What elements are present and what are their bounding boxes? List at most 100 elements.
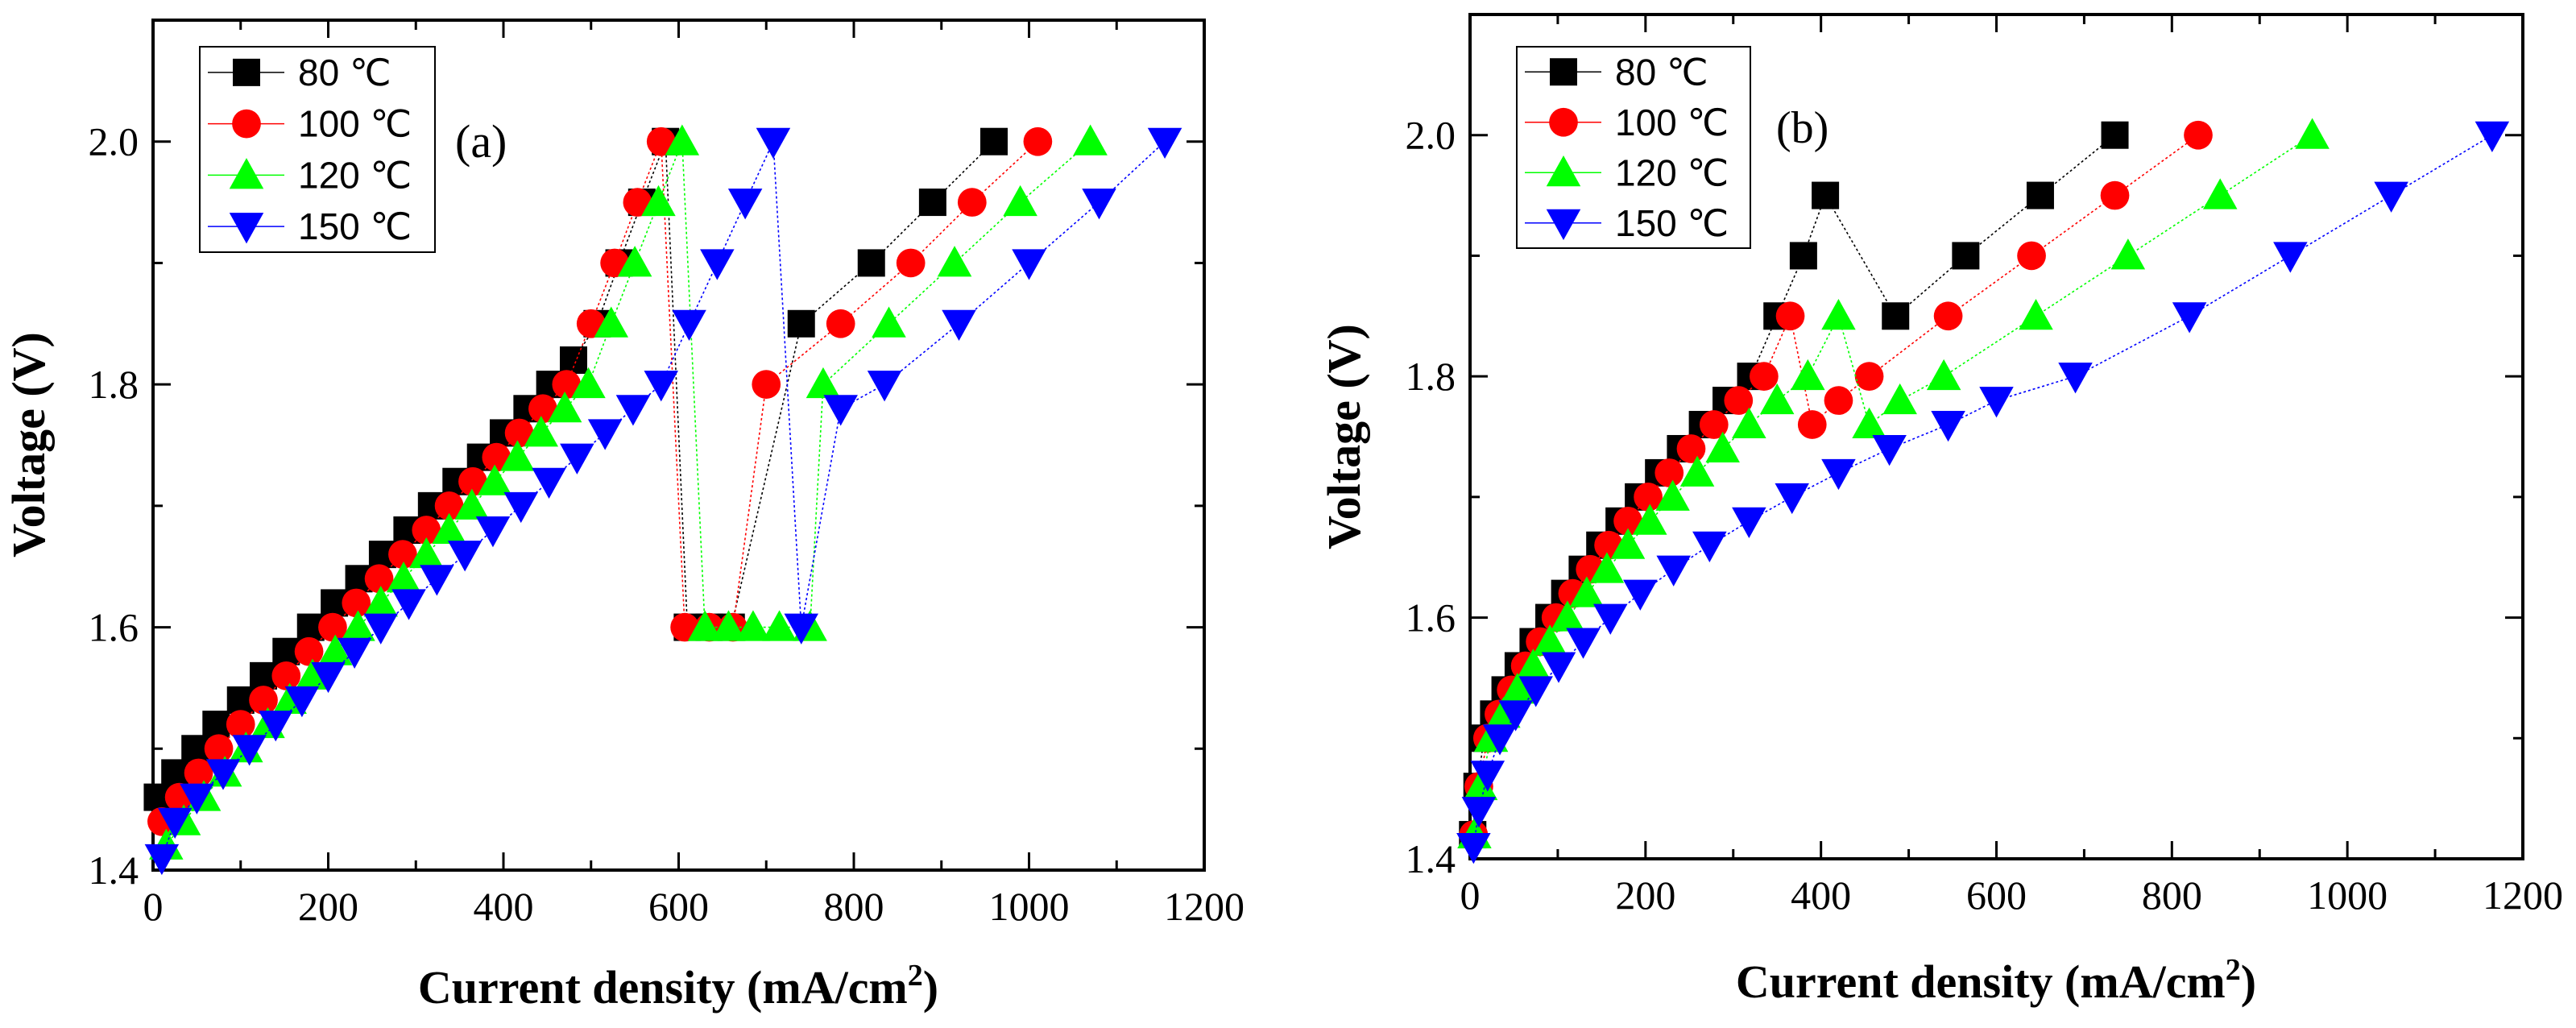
data-point (857, 249, 885, 277)
data-point (532, 467, 566, 499)
data-point (1147, 127, 1182, 159)
data-point (700, 249, 735, 280)
data-point (1610, 528, 1646, 559)
data-point (1461, 797, 1497, 828)
data-point (784, 613, 818, 645)
data-point (284, 686, 320, 718)
data-point (727, 189, 763, 220)
data-point (1699, 410, 1729, 439)
data-point (867, 371, 902, 402)
data-point (672, 309, 706, 342)
x-axis-label-tail: ) (2241, 955, 2256, 1008)
data-point (434, 491, 464, 520)
data-point (872, 306, 906, 338)
data-point (337, 637, 372, 669)
x-tick-label: 200 (1615, 873, 1675, 918)
data-point (2058, 363, 2093, 394)
data-point (735, 610, 771, 641)
data-point (1852, 407, 1886, 439)
x-axis-label-superscript: 2 (2226, 953, 2241, 987)
y-tick-label: 1.6 (1406, 595, 1456, 640)
data-point (1679, 455, 1715, 487)
legend-label: 80 ℃ (298, 52, 391, 93)
y-tick-label: 2.0 (89, 119, 139, 164)
data-point (1759, 383, 1795, 415)
data-point (412, 516, 441, 545)
data-point (2017, 241, 2046, 271)
data-point (711, 610, 746, 641)
legend-marker (1550, 58, 1577, 86)
data-point (524, 416, 559, 447)
data-point (1854, 362, 1884, 391)
data-point (1569, 576, 1605, 607)
data-point (184, 758, 213, 788)
data-point (271, 661, 301, 690)
data-point (1775, 301, 1805, 331)
data-point (318, 612, 347, 642)
data-point (1655, 458, 1684, 487)
data-point (144, 844, 180, 876)
legend: 80 ℃ 100 ℃ 120 ℃ 150 ℃ (1516, 46, 1751, 249)
data-point (2202, 178, 2238, 209)
data-point (615, 395, 651, 426)
data-point (432, 512, 466, 544)
data-point (528, 394, 557, 424)
data-point (1732, 407, 1766, 439)
data-point (1073, 124, 1108, 155)
data-point (1003, 184, 1037, 217)
x-axis-label-superscript: 2 (908, 959, 923, 993)
data-point (226, 710, 255, 739)
legend-label: 120 ℃ (298, 154, 412, 196)
x-tick-label: 1000 (989, 884, 1070, 929)
data-point (294, 636, 324, 666)
panel-label: (b) (1776, 103, 1828, 153)
data-point (1676, 434, 1706, 463)
data-point (1516, 649, 1551, 680)
data-point (2184, 120, 2213, 150)
data-point (980, 127, 1008, 155)
series-line (1472, 135, 2493, 848)
data-point (1550, 600, 1585, 632)
y-tick-label: 1.6 (89, 605, 139, 650)
data-point (1824, 386, 1853, 415)
x-tick-label: 1200 (1164, 884, 1245, 929)
data-point (157, 807, 193, 839)
data-point (1012, 249, 1046, 280)
data-point (1882, 383, 1917, 415)
x-axis-label-tail: ) (923, 961, 938, 1013)
x-axis-label-main: Current density (mA/cm (1736, 955, 2226, 1008)
x-tick-label: 1200 (2483, 873, 2563, 918)
data-point (552, 370, 582, 399)
data-point (1082, 189, 1116, 220)
data-point (665, 124, 700, 155)
data-point (1821, 458, 1856, 491)
data-point (1613, 506, 1642, 536)
data-point (1589, 552, 1625, 583)
data-point (787, 309, 815, 338)
legend-marker (229, 213, 264, 244)
data-point (1634, 483, 1663, 512)
data-point (1979, 387, 2014, 418)
data-point (388, 540, 417, 569)
data-point (204, 734, 234, 764)
data-point (823, 395, 858, 426)
data-point (2475, 121, 2510, 152)
x-tick-label: 400 (1791, 873, 1851, 918)
data-point (560, 346, 587, 374)
chart-panel-a: 0 200 400 600 800 1000 1200 1.4 1.6 1.8 2.0 80 ℃ 10… (2, 19, 1245, 1013)
data-point (477, 464, 512, 495)
data-point (1532, 624, 1568, 656)
data-marks (1456, 118, 2510, 864)
data-point (342, 588, 371, 618)
y-tick-label: 1.4 (89, 848, 139, 893)
legend: 80 ℃ 100 ℃ 120 ℃ 150 ℃ (199, 46, 436, 253)
data-point (1623, 579, 1658, 611)
data-point (2100, 180, 2130, 210)
x-tick-label: 0 (1460, 873, 1481, 918)
data-point (311, 661, 346, 694)
data-point (1482, 724, 1518, 756)
data-point (202, 711, 230, 739)
data-point (644, 371, 678, 402)
y-tick-label: 1.8 (1406, 354, 1456, 399)
